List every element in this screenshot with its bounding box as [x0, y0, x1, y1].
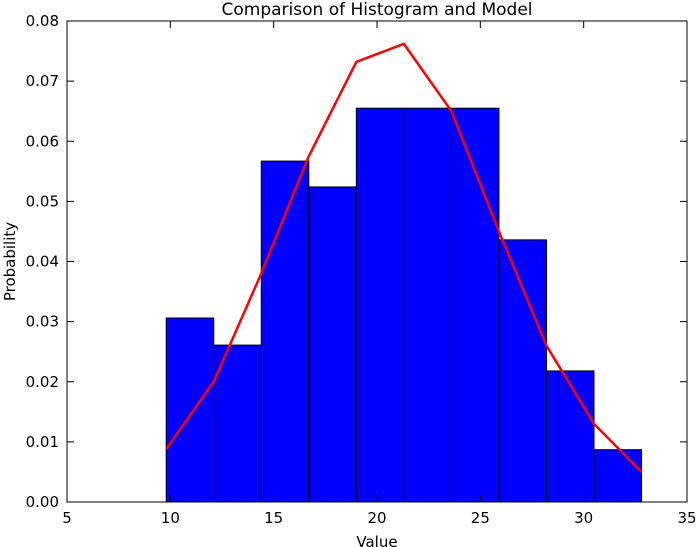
y-tick-label: 0.08: [26, 12, 59, 30]
x-tick-label: 10: [161, 509, 180, 527]
histogram-bar: [355, 107, 405, 503]
plot-area: 5 10 15 20 25 30 35 0.00 0.01 0.02 0.03 0.04 0.05 0.0…: [26, 12, 696, 527]
histogram-bar: [593, 449, 643, 503]
chart-title: Comparison of Histogram and Model: [222, 0, 533, 20]
y-tick-label: 0.01: [26, 433, 59, 451]
x-tick-label: 20: [367, 509, 386, 527]
histogram-bar: [403, 107, 452, 503]
histogram-bar: [498, 239, 547, 503]
y-tick-label: 0.06: [26, 132, 59, 150]
y-tick-label: 0.03: [26, 313, 59, 331]
y-tick-label: 0.05: [26, 192, 59, 210]
histogram-bar: [545, 370, 595, 503]
x-tick-label: 30: [574, 509, 593, 527]
x-tick-label: 5: [62, 509, 72, 527]
histogram-bar: [450, 107, 500, 503]
histogram-bar: [165, 317, 215, 503]
histogram-bar: [213, 344, 262, 503]
histogram-bar: [308, 186, 357, 503]
y-tick-label: 0.07: [26, 72, 59, 90]
x-tick-label: 25: [471, 509, 490, 527]
y-tick-label: 0.00: [26, 493, 59, 511]
model-line: [165, 42, 643, 473]
y-axis-label: Probability: [1, 222, 19, 301]
y-tick-label: 0.02: [26, 373, 59, 391]
y-tick-label: 0.04: [26, 253, 59, 271]
x-tick-label: 15: [264, 509, 283, 527]
x-axis-label: Value: [356, 533, 397, 547]
x-tick-label: 35: [677, 509, 696, 527]
